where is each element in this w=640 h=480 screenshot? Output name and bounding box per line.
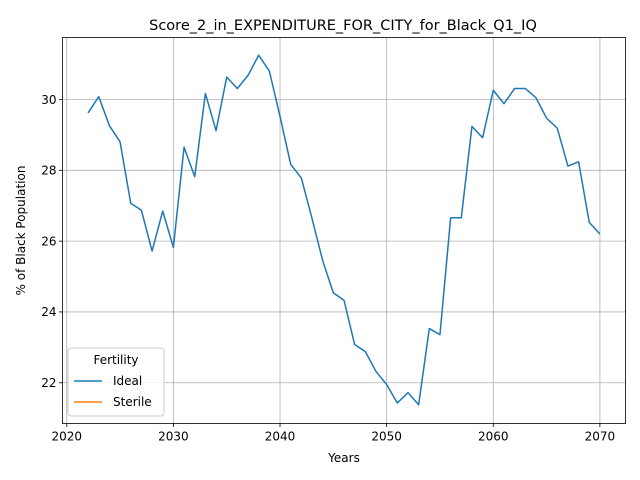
x-axis-label: Years	[327, 451, 360, 465]
legend-box	[67, 347, 165, 417]
x-tick-label: 2060	[478, 430, 509, 444]
y-axis-label: % of Black Population	[14, 166, 28, 296]
grid-lines	[62, 37, 626, 424]
y-tick-label: 28	[41, 164, 56, 178]
series-line-ideal	[87, 54, 601, 406]
axis-ticks: 2020 2030 2040 2050 2060 2070 22 24 26 28 30	[41, 93, 615, 444]
legend: Fertility Ideal Sterile	[67, 347, 165, 417]
axes-frame	[62, 37, 626, 424]
chart-title: Score_2_in_EXPENDITURE_FOR_CITY_for_Blac…	[149, 18, 537, 34]
x-tick-label: 2040	[265, 430, 296, 444]
y-tick-label: 24	[41, 305, 56, 319]
legend-label-sterile: Sterile	[113, 395, 152, 409]
legend-label-ideal: Ideal	[113, 374, 142, 388]
x-tick-label: 2030	[158, 430, 189, 444]
y-tick-label: 30	[41, 93, 56, 107]
y-tick-label: 26	[41, 234, 56, 248]
y-tick-label: 22	[41, 376, 56, 390]
series-layer	[87, 54, 601, 406]
x-tick-label: 2050	[371, 430, 402, 444]
x-tick-label: 2070	[585, 430, 616, 444]
x-tick-label: 2020	[51, 430, 82, 444]
legend-title: Fertility	[93, 353, 138, 367]
